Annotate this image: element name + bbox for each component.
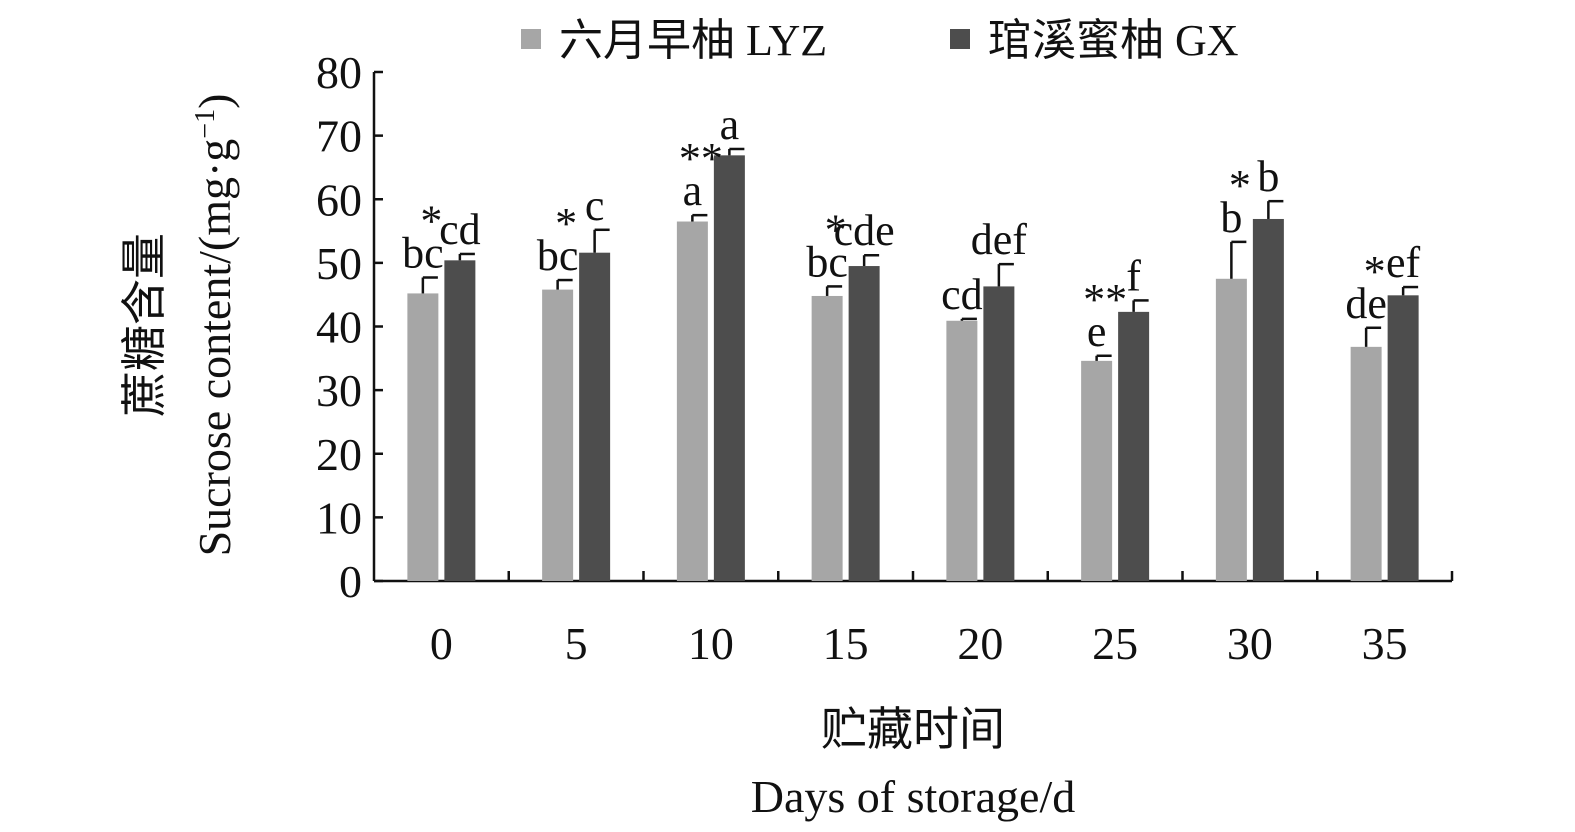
significance-asterisk: ** bbox=[679, 134, 723, 183]
x-tick-label: 5 bbox=[565, 618, 588, 669]
significance-asterisk: * bbox=[1229, 161, 1251, 210]
significance-asterisk: * bbox=[555, 199, 577, 248]
bar-lyz bbox=[407, 293, 439, 581]
significance-letter: def bbox=[971, 215, 1028, 264]
legend-swatch-lyz bbox=[521, 29, 541, 49]
x-axis-title: 贮藏时间 Days of storage/d bbox=[751, 704, 1075, 822]
significance-letter: a bbox=[720, 100, 740, 149]
bar-lyz bbox=[542, 289, 574, 581]
y-tick-label: 40 bbox=[316, 302, 362, 353]
significance-letter: cd bbox=[941, 270, 983, 319]
significance-asterisk: * bbox=[420, 197, 442, 246]
y-axis-title: 蔗糖含量 Sucrose content/(mg·g−1) bbox=[119, 94, 240, 557]
y-tick-label: 70 bbox=[316, 111, 362, 162]
bar-lyz bbox=[811, 295, 843, 581]
legend: 六月早柚 LYZ 琯溪蜜柚 GX bbox=[521, 16, 1239, 65]
significance-letter: f bbox=[1126, 251, 1141, 300]
y-tick-label: 0 bbox=[339, 556, 362, 607]
error-bars bbox=[421, 147, 1419, 361]
y-tick-label: 30 bbox=[316, 365, 362, 416]
bars bbox=[407, 155, 1419, 582]
y-axis-title-en: Sucrose content/(mg·g−1) bbox=[189, 94, 240, 557]
bar-lyz bbox=[1350, 346, 1382, 581]
y-tick-label: 10 bbox=[316, 492, 362, 543]
bar-gx bbox=[1387, 295, 1419, 581]
x-tick-label: 20 bbox=[957, 618, 1003, 669]
bar-gx bbox=[1252, 218, 1284, 581]
bar-lyz bbox=[946, 320, 978, 581]
bar-gx bbox=[983, 286, 1015, 581]
x-tick-label: 10 bbox=[688, 618, 734, 669]
y-axis-ticks: 0 10 20 30 40 50 60 70 80 bbox=[316, 47, 383, 607]
bar-gx bbox=[713, 155, 745, 581]
legend-swatch-gx bbox=[950, 29, 970, 49]
y-tick-label: 60 bbox=[316, 174, 362, 225]
significance-asterisk: * bbox=[825, 205, 847, 254]
y-axis-title-cn: 蔗糖含量 bbox=[119, 233, 170, 417]
x-tick-label: 0 bbox=[430, 618, 453, 669]
significance-letter: cde bbox=[834, 206, 895, 255]
x-tick-label: 25 bbox=[1092, 618, 1138, 669]
x-axis-title-cn: 贮藏时间 bbox=[821, 704, 1005, 755]
significance-asterisk: ** bbox=[1083, 275, 1127, 324]
bar-lyz bbox=[1215, 278, 1247, 581]
x-tick-label: 35 bbox=[1362, 618, 1408, 669]
x-tick-label: 15 bbox=[823, 618, 869, 669]
significance-letter: cd bbox=[439, 205, 481, 254]
legend-label-gx: 琯溪蜜柚 GX bbox=[988, 16, 1239, 65]
significance-asterisk: * bbox=[1364, 247, 1386, 296]
significance-letter: a bbox=[683, 166, 703, 215]
bar-gx bbox=[848, 266, 880, 581]
y-tick-label: 80 bbox=[316, 47, 362, 98]
significance-letter: de bbox=[1345, 279, 1387, 328]
significance-letter: bc bbox=[806, 237, 848, 286]
bar-gx bbox=[579, 252, 611, 581]
x-axis-ticks: 0 5 10 15 20 25 30 35 bbox=[430, 571, 1454, 669]
y-tick-label: 20 bbox=[316, 429, 362, 480]
significance-letter: b bbox=[1220, 193, 1242, 242]
bar-lyz bbox=[1081, 360, 1113, 581]
x-tick-label: 30 bbox=[1227, 618, 1273, 669]
significance-letter: b bbox=[1257, 152, 1279, 201]
significance-letter: bc bbox=[402, 229, 444, 278]
x-axis-title-en: Days of storage/d bbox=[751, 771, 1075, 822]
significance-letter: ef bbox=[1386, 238, 1421, 287]
y-tick-label: 50 bbox=[316, 238, 362, 289]
bar-lyz bbox=[676, 221, 708, 582]
legend-label-lyz: 六月早柚 LYZ bbox=[559, 16, 827, 65]
bar-gx bbox=[1118, 311, 1150, 581]
significance-letter: bc bbox=[537, 231, 579, 280]
significance-letter: c bbox=[585, 181, 605, 230]
bar-gx bbox=[444, 260, 476, 581]
significance-letter: e bbox=[1087, 307, 1107, 356]
